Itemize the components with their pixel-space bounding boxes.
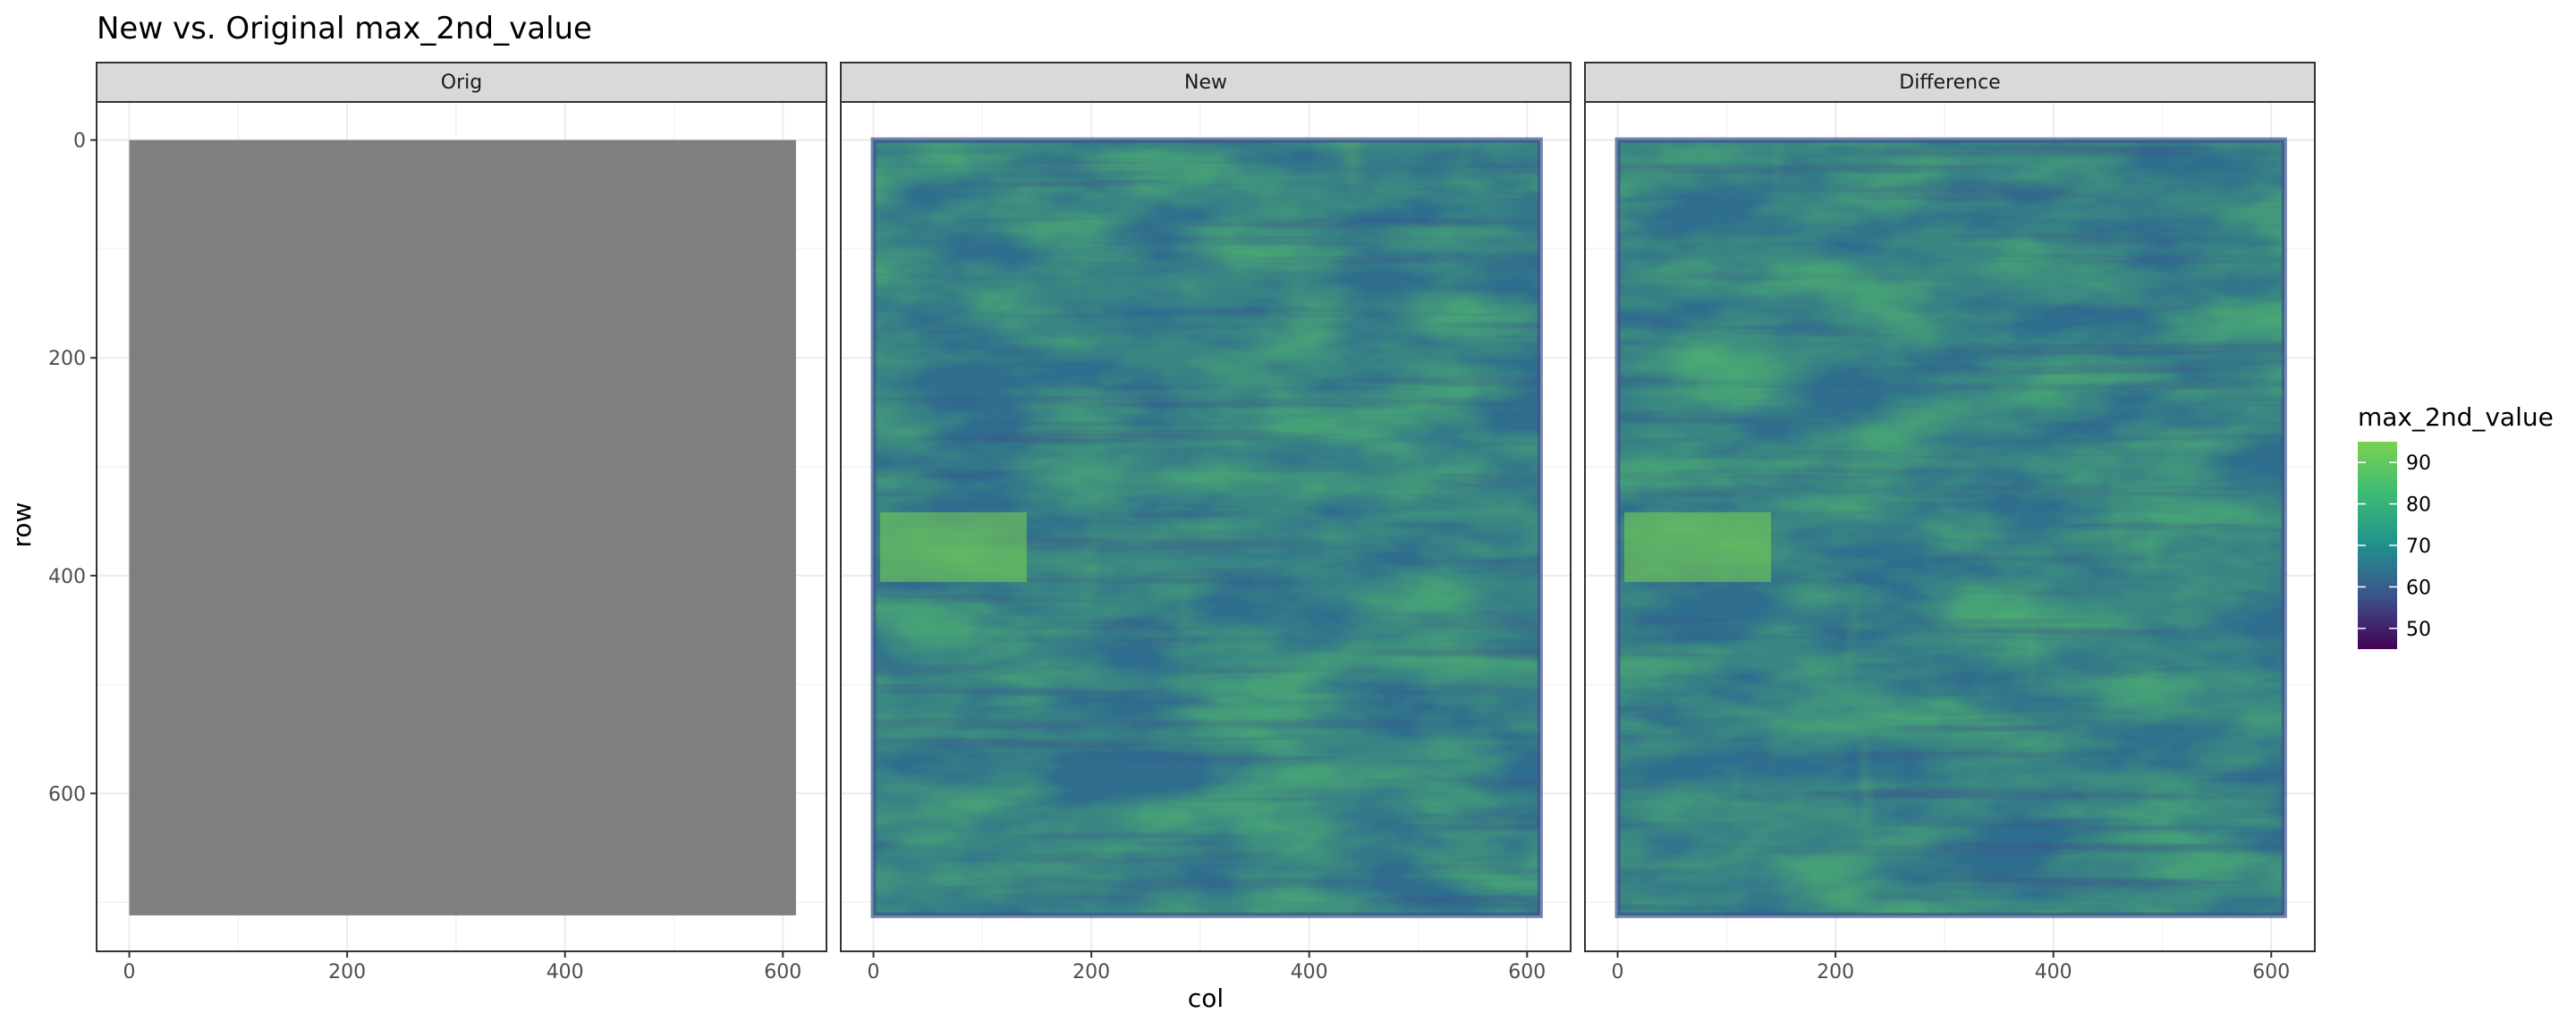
y-tick-label: 200 xyxy=(48,348,86,370)
x-tick-label: 600 xyxy=(2252,961,2290,984)
plot-title: New vs. Original max_2nd_value xyxy=(97,11,592,46)
panel-border xyxy=(840,101,1572,952)
x-tick-label: 400 xyxy=(547,961,584,984)
x-tick-label: 200 xyxy=(328,961,366,984)
facet-strip-label: Orig xyxy=(441,72,482,94)
legend-tick-label: 50 xyxy=(2406,619,2431,641)
facet-strip xyxy=(1584,62,2316,103)
x-tick-label: 0 xyxy=(123,961,136,984)
legend-tick-label: 60 xyxy=(2406,577,2431,599)
heatmap-raster xyxy=(1614,137,2287,918)
facet-panel-difference: Difference 0 200 400 600 xyxy=(1584,62,2316,984)
facet-strip xyxy=(96,62,827,103)
x-tick-label: 400 xyxy=(2035,961,2072,984)
y-tick-label: 600 xyxy=(48,783,86,806)
x-tick-label: 600 xyxy=(764,961,801,984)
legend-title: max_2nd_value xyxy=(2358,402,2554,432)
x-axis-title: col xyxy=(1188,984,1224,1013)
facet-strip-label: Difference xyxy=(1899,72,2000,94)
y-tick-label: 400 xyxy=(48,566,86,588)
x-tick-label: 200 xyxy=(1817,961,1854,984)
x-tick-label: 400 xyxy=(1291,961,1328,984)
legend-tick-label: 80 xyxy=(2406,494,2431,517)
y-axis-title: row xyxy=(7,502,37,548)
x-tick-label: 0 xyxy=(1612,961,1624,984)
legend-tick-label: 90 xyxy=(2406,452,2431,475)
x-tick-label: 600 xyxy=(1508,961,1546,984)
facet-strip-label: New xyxy=(1184,72,1227,94)
legend-tick-label: 70 xyxy=(2406,536,2431,558)
facet-panel-new: New 0 200 400 600 xyxy=(840,62,1572,984)
na-fill xyxy=(129,139,796,916)
facet-panel-orig: Orig 0 200 400 600 0 200 400 600 xyxy=(48,62,827,984)
x-tick-label: 200 xyxy=(1072,961,1110,984)
x-tick-label: 0 xyxy=(868,961,880,984)
heatmap-raster xyxy=(870,137,1543,918)
panel-border xyxy=(1584,101,2316,952)
y-tick-label: 0 xyxy=(73,131,86,153)
panel-border xyxy=(96,101,827,952)
